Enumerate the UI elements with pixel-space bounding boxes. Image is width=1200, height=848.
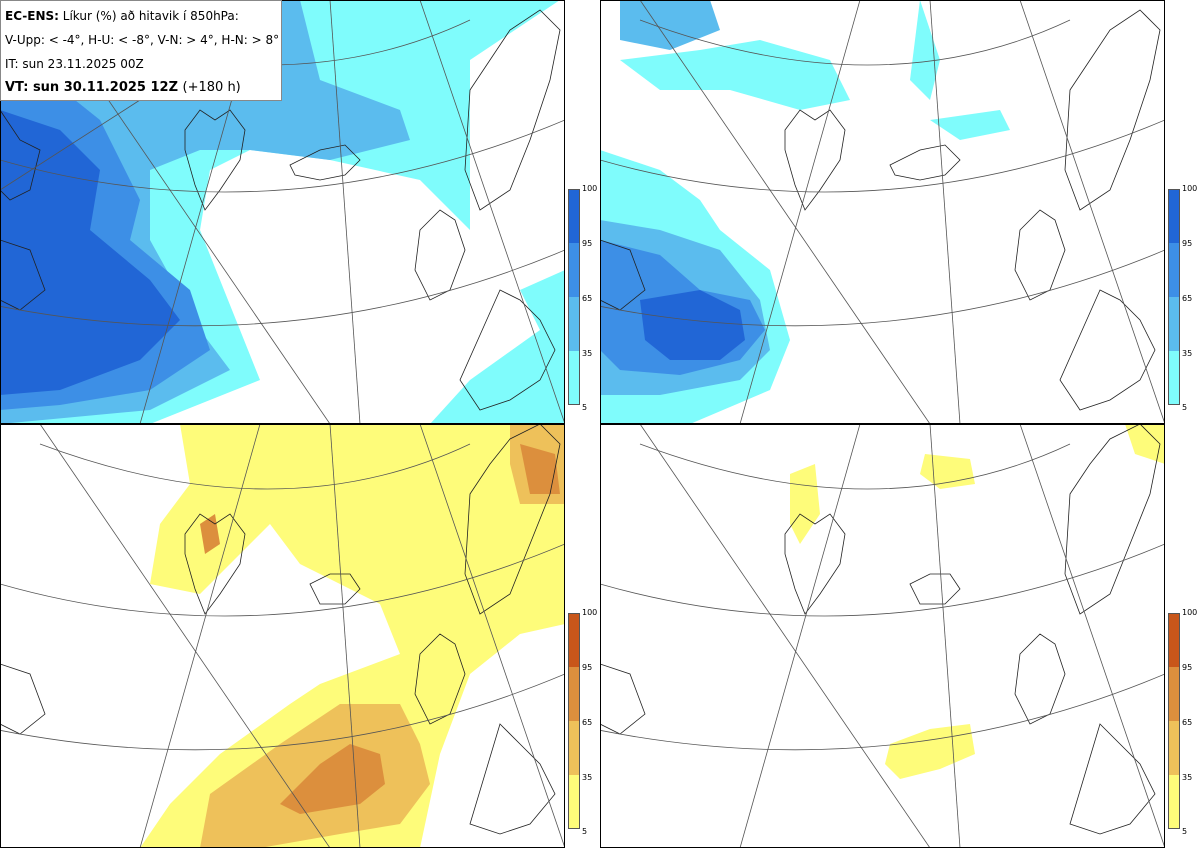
cbar-tick: 5 [1182, 403, 1188, 412]
cbar-tick: 100 [1182, 184, 1198, 193]
map-cold-8 [600, 0, 1165, 424]
cbar-tick: 35 [1182, 773, 1193, 782]
prob-95-100 [640, 290, 745, 360]
colorbar-segment [1168, 667, 1180, 721]
colorbar-warm-left [568, 613, 580, 829]
cbar-tick: 100 [582, 184, 598, 193]
valid-time: VT: sun 30.11.2025 12Z [5, 80, 178, 95]
coastlines [600, 424, 1161, 835]
coastlines [600, 9, 1161, 411]
title-box: EC-ENS: Líkur (%) að hitavik í 850hPa: V… [0, 0, 282, 101]
cbar-tick: 35 [582, 773, 593, 782]
cbar-tick: 35 [582, 349, 593, 358]
map-panel-cold-8 [600, 0, 1165, 424]
cbar-tick: 5 [582, 403, 588, 412]
issue-time: IT: sun 23.11.2025 00Z [5, 57, 144, 71]
colorbar-segment [1168, 613, 1180, 667]
thresholds-line: V-Upp: < -4°, H-U: < -8°, V-N: > 4°, H-N… [5, 33, 280, 47]
cbar-tick: 65 [582, 718, 593, 727]
colorbar-segment [1168, 297, 1180, 351]
colorbar-segment [1168, 351, 1180, 405]
prob-35-65 [200, 424, 565, 848]
cbar-tick: 100 [1182, 608, 1198, 617]
colorbar-segment [568, 775, 580, 829]
colorbar-segment [1168, 189, 1180, 243]
colorbar-segment [1168, 243, 1180, 297]
graticule [600, 424, 1165, 848]
colorbar-cold-right [1168, 189, 1180, 405]
colorbar-warm-right [1168, 613, 1180, 829]
map-warm-8 [600, 424, 1165, 848]
title-line-1: EC-ENS: Líkur (%) að hitavik í 850hPa: [5, 4, 277, 28]
cbar-tick: 95 [582, 239, 593, 248]
cbar-tick: 95 [1182, 239, 1193, 248]
colorbar-segment [1168, 775, 1180, 829]
cbar-tick: 5 [582, 827, 588, 836]
valid-time-line: VT: sun 30.11.2025 12Z (+180 h) [5, 76, 277, 100]
graticule [0, 424, 565, 848]
lead-time: (+180 h) [182, 80, 241, 95]
map-panel-warm-4 [0, 424, 565, 848]
graticule [600, 0, 1165, 424]
map-panel-warm-8 [600, 424, 1165, 848]
coastlines [0, 9, 561, 411]
colorbar-segment [568, 189, 580, 243]
prob-5-35 [140, 424, 565, 848]
cbar-tick: 100 [582, 608, 598, 617]
cbar-tick: 95 [1182, 663, 1193, 672]
colorbar-segment [568, 297, 580, 351]
coastlines [0, 424, 561, 835]
colorbar-cold-left [568, 189, 580, 405]
cbar-tick: 65 [582, 294, 593, 303]
cbar-tick: 5 [1182, 827, 1188, 836]
cbar-tick: 65 [1182, 294, 1193, 303]
cbar-tick: 65 [1182, 718, 1193, 727]
colorbar-segment [568, 243, 580, 297]
colorbar-segment [568, 613, 580, 667]
map-warm-4 [0, 424, 565, 848]
cbar-tick: 95 [582, 663, 593, 672]
model-name: EC-ENS: [5, 9, 59, 23]
title-description: Líkur (%) að hitavik í 850hPa: [62, 9, 239, 23]
colorbar-segment [568, 351, 580, 405]
colorbar-segment [568, 721, 580, 775]
colorbar-segment [568, 667, 580, 721]
colorbar-segment [1168, 721, 1180, 775]
cbar-tick: 35 [1182, 349, 1193, 358]
map-cold-4 [0, 0, 565, 424]
